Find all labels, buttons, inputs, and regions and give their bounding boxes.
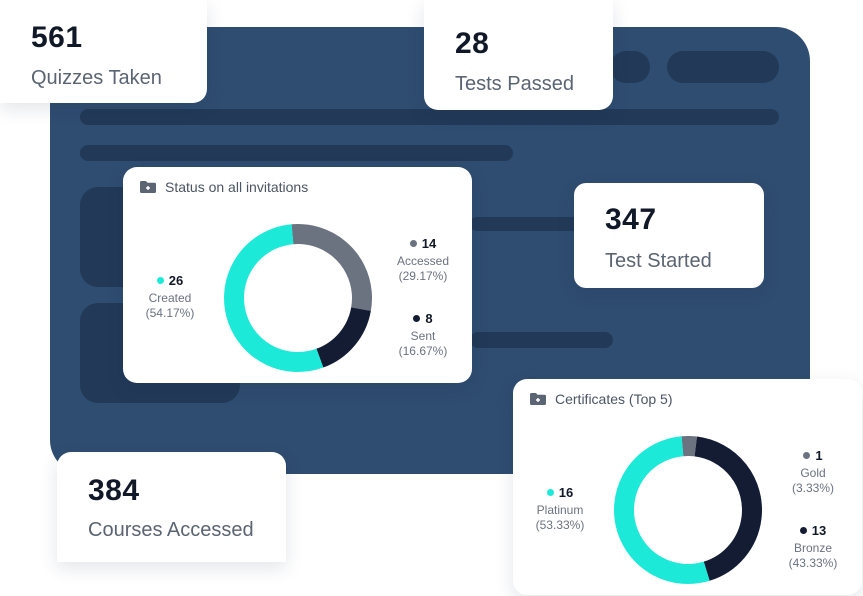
legend-pct: (54.17%)	[145, 306, 195, 320]
legend-pct: (16.67%)	[398, 344, 448, 358]
stat-card-tests-passed: 28 Tests Passed	[424, 0, 613, 110]
placeholder-bar	[610, 51, 650, 83]
folder-icon	[140, 181, 156, 193]
stat-label: Test Started	[605, 250, 712, 272]
legend-label: Accessed	[396, 254, 450, 268]
legend-label: Gold	[800, 466, 826, 480]
legend-count: 8	[425, 311, 433, 326]
certificates-panel: Certificates (Top 5) 16 Platinum (53.33%…	[513, 379, 862, 595]
legend-bronze: 13 Bronze (43.33%)	[776, 523, 850, 571]
stat-label: Quizzes Taken	[31, 67, 162, 89]
legend-count: 16	[558, 485, 574, 500]
donut-slice-sent	[224, 224, 372, 372]
stat-card-courses: 384 Courses Accessed	[57, 452, 286, 562]
stat-value: 384	[88, 474, 140, 507]
placeholder-bar	[80, 145, 513, 161]
legend-label: Platinum	[536, 503, 584, 517]
stat-card-tests-started: 347 Test Started	[574, 183, 764, 288]
donut-slice-created	[224, 224, 372, 372]
legend-count: 1	[815, 448, 823, 463]
legend-pct: (29.17%)	[398, 269, 448, 283]
placeholder-bar	[667, 51, 779, 83]
invitations-panel: Status on all invitations 26 Created (54…	[123, 167, 472, 383]
legend-accessed: 14 Accessed (29.17%)	[386, 236, 460, 284]
invitations-donut	[224, 224, 372, 372]
legend-count: 13	[811, 523, 827, 538]
legend-label: Created	[148, 291, 192, 305]
legend-pct: (43.33%)	[788, 556, 838, 570]
legend-dot	[803, 452, 811, 459]
legend-created: 26 Created (54.17%)	[135, 273, 205, 321]
legend-dot	[546, 489, 554, 496]
certificates-title: Certificates (Top 5)	[529, 391, 672, 407]
legend-sent: 8 Sent (16.67%)	[386, 311, 460, 359]
placeholder-bar	[80, 109, 779, 125]
certificates-donut	[614, 436, 762, 584]
stat-value: 561	[31, 21, 83, 54]
stat-value: 28	[455, 27, 490, 60]
legend-label: Sent	[410, 329, 436, 343]
folder-icon	[530, 393, 546, 405]
invitations-title: Status on all invitations	[139, 179, 308, 195]
placeholder-bar	[470, 217, 580, 231]
panel-title-text: Status on all invitations	[165, 179, 309, 195]
legend-count: 14	[421, 236, 437, 251]
stat-label: Courses Accessed	[88, 519, 254, 541]
placeholder-bar	[470, 332, 613, 348]
legend-dot	[409, 240, 417, 247]
legend-pct: (53.33%)	[535, 518, 585, 532]
stat-value: 347	[605, 203, 657, 236]
legend-pct: (3.33%)	[791, 481, 835, 495]
legend-platinum: 16 Platinum (53.33%)	[525, 485, 595, 533]
stat-card-quizzes: 561 Quizzes Taken	[0, 0, 207, 103]
panel-title-text: Certificates (Top 5)	[555, 391, 673, 407]
legend-label: Bronze	[793, 541, 833, 555]
donut-slice-bronze	[614, 436, 762, 584]
legend-count: 26	[168, 273, 184, 288]
legend-dot	[799, 527, 807, 534]
donut-slice-platinum	[614, 436, 762, 584]
legend-gold: 1 Gold (3.33%)	[776, 448, 850, 496]
legend-dot	[413, 315, 421, 322]
legend-dot	[156, 277, 164, 284]
stat-label: Tests Passed	[455, 73, 574, 95]
